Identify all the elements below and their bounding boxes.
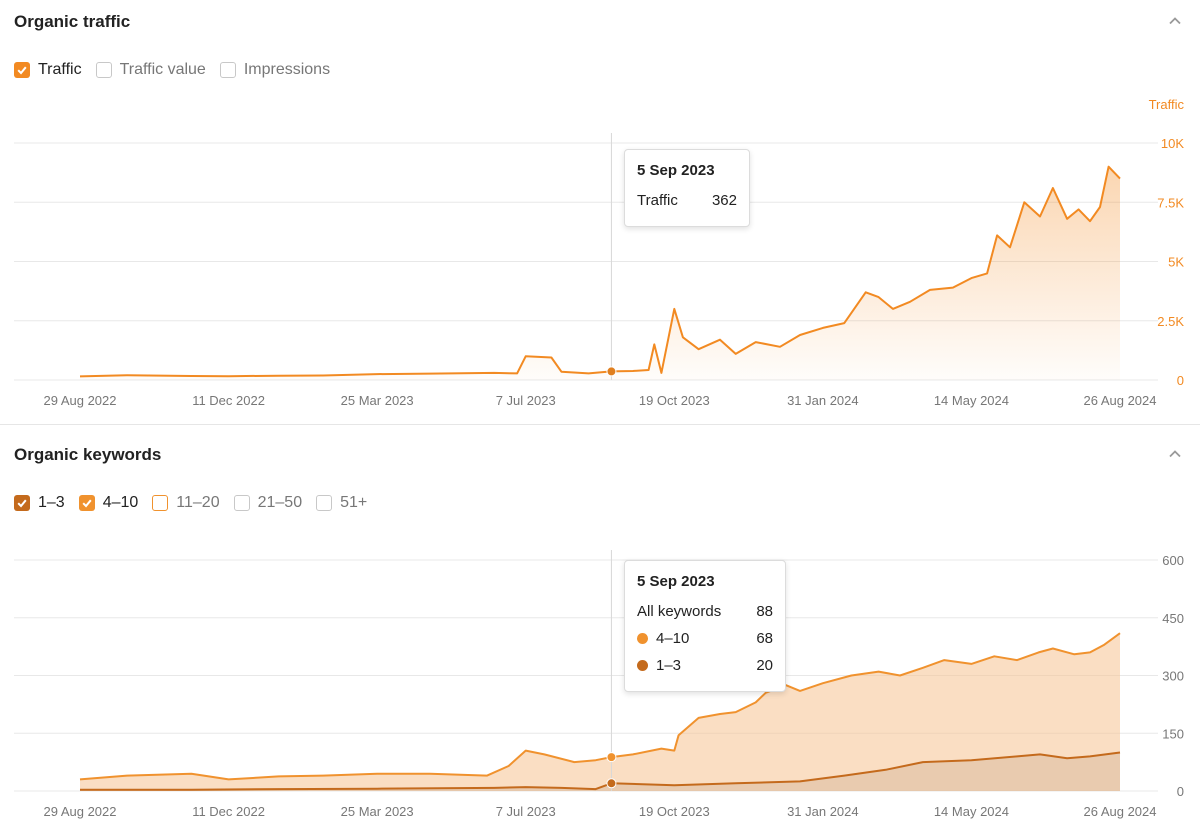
tooltip-date: 5 Sep 2023 (637, 162, 715, 179)
checkbox-checked-icon[interactable] (78, 495, 95, 511)
series-line-all-keywords (79, 632, 1121, 781)
filter-21-50[interactable]: 21–50 (233, 494, 303, 512)
y-tick-label: 7.5K (1157, 195, 1184, 210)
tooltip-value: 88 (756, 603, 773, 620)
tooltip-label: 1–3 (656, 657, 682, 674)
series-dot-icon (637, 660, 648, 671)
keyword-position-filters: 1–3 4–10 11–20 21–50 51+ (14, 494, 367, 512)
x-tick-label: 31 Jan 2024 (787, 393, 859, 408)
traffic-chart: 0 2.5K 5K 7.5K 10K 29 Aug 2022 11 Dec 2022 25 M… (14, 97, 1185, 408)
tooltip-label: All keywords (637, 603, 722, 620)
series-area-1-3 (80, 752, 1120, 791)
x-tick-label: 7 Jul 2023 (496, 804, 556, 819)
keywords-chart: 0 150 300 450 600 29 Aug 2022 11 Dec 2022 25 Ma… (14, 550, 1184, 819)
x-tick-label: 14 May 2024 (934, 804, 1009, 819)
series-line-1-3 (80, 751, 1121, 791)
y-tick-label: 600 (1162, 553, 1184, 568)
checkbox-icon[interactable] (233, 495, 250, 511)
filter-label: Impressions (243, 61, 331, 78)
x-tick-label: 26 Aug 2024 (1083, 393, 1156, 408)
x-tick-label: 14 May 2024 (934, 393, 1009, 408)
series-line-traffic (79, 165, 1121, 378)
panel-divider (0, 424, 1200, 425)
filter-label: 11–20 (176, 494, 220, 511)
filter-1-3[interactable]: 1–3 (14, 494, 65, 512)
organic-keywords-panel: Organic keywords 1–3 4–10 11–20 21–50 51+ 0 1… (0, 425, 1200, 834)
y-tick-label: 150 (1162, 726, 1184, 741)
x-tick-label: 19 Oct 2023 (639, 393, 710, 408)
keywords-tooltip: 5 Sep 2023 All keywords 88 4–10 68 1–3 2… (624, 560, 786, 692)
filter-label: 1–3 (38, 494, 65, 511)
y-tick-label: 10K (1161, 136, 1184, 151)
filter-51[interactable]: 51+ (316, 494, 367, 512)
filter-label: Traffic value (119, 61, 206, 78)
checkbox-icon[interactable] (219, 62, 236, 78)
tooltip-row-1-3: 1–3 20 (637, 652, 773, 679)
filter-label: 51+ (340, 494, 368, 511)
filter-label: 21–50 (257, 494, 303, 511)
x-tick-label: 26 Aug 2024 (1083, 804, 1156, 819)
y-tick-label: 2.5K (1157, 314, 1184, 329)
collapse-chevron-icon[interactable] (1168, 14, 1182, 28)
collapse-chevron-icon[interactable] (1168, 447, 1182, 461)
organic-traffic-panel: Organic traffic Traffic Traffic value Impr… (14, 12, 1185, 408)
tooltip-value: 68 (756, 630, 773, 647)
x-tick-label: 19 Oct 2023 (639, 804, 710, 819)
series-dot-icon (637, 633, 648, 644)
filter-4-10[interactable]: 4–10 (78, 494, 139, 512)
filter-traffic-value[interactable]: Traffic value (95, 61, 206, 79)
x-tick-label: 7 Jul 2023 (496, 393, 556, 408)
x-tick-label: 31 Jan 2024 (787, 804, 859, 819)
panel-title: Organic keywords (14, 445, 162, 464)
y-tick-label: 0 (1177, 373, 1184, 388)
filter-label: Traffic (38, 61, 82, 78)
x-tick-label: 29 Aug 2022 (43, 393, 116, 408)
tooltip-date: 5 Sep 2023 (637, 573, 715, 590)
checkbox-checked-icon[interactable] (14, 495, 30, 511)
tooltip-label: 4–10 (656, 630, 690, 647)
tooltip-row-all-keywords: All keywords 88 (637, 598, 773, 625)
x-tick-label: 25 Mar 2023 (341, 804, 414, 819)
y-tick-label: 0 (1177, 784, 1184, 799)
tooltip-label: Traffic (637, 192, 678, 209)
hover-point (606, 752, 617, 763)
tooltip-row-4-10: 4–10 68 (637, 625, 773, 652)
filter-traffic[interactable]: Traffic (14, 61, 82, 79)
checkbox-icon[interactable] (316, 495, 333, 511)
hover-point (606, 366, 617, 377)
series-area-traffic (80, 166, 1120, 380)
x-tick-label: 29 Aug 2022 (43, 804, 116, 819)
series-area-all-keywords (80, 633, 1120, 791)
x-tick-label: 25 Mar 2023 (341, 393, 414, 408)
traffic-tooltip: 5 Sep 2023 Traffic 362 (624, 149, 750, 227)
y-tick-label: 300 (1162, 669, 1184, 684)
tooltip-value: 20 (756, 657, 773, 674)
y-tick-label: 5K (1168, 255, 1184, 270)
checkbox-icon[interactable] (95, 62, 112, 78)
filter-impressions[interactable]: Impressions (219, 61, 331, 79)
filter-11-20[interactable]: 11–20 (152, 494, 220, 512)
x-tick-label: 11 Dec 2022 (192, 804, 265, 819)
panel-title: Organic traffic (14, 12, 131, 31)
hover-point (606, 778, 617, 789)
checkbox-icon[interactable] (152, 495, 169, 511)
checkbox-checked-icon[interactable] (14, 62, 30, 78)
y-tick-label: 450 (1162, 611, 1184, 626)
y-axis-label: Traffic (1149, 97, 1185, 112)
tooltip-row: Traffic 362 (637, 187, 737, 214)
filter-label: 4–10 (102, 494, 139, 511)
x-tick-label: 11 Dec 2022 (192, 393, 265, 408)
tooltip-value: 362 (711, 192, 737, 209)
traffic-metric-filters: Traffic Traffic value Impressions (14, 61, 330, 79)
